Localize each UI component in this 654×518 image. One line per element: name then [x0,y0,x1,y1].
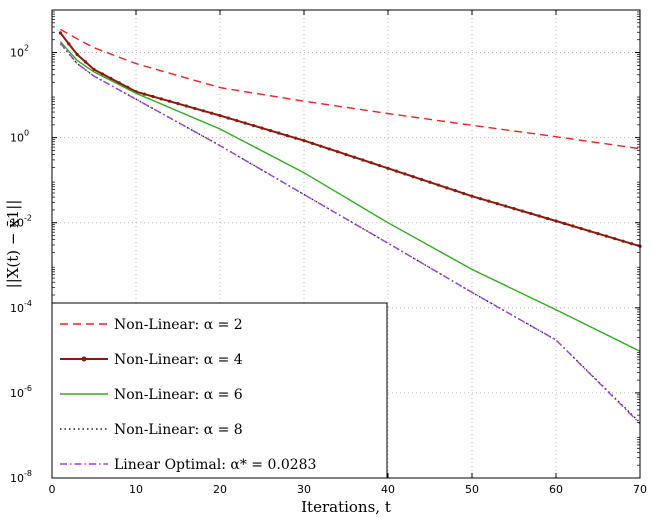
series-marker-1 [571,224,575,228]
series-marker-1 [613,237,617,241]
series-marker-1 [621,239,625,243]
series-marker-1 [243,121,247,125]
series-marker-1 [109,76,113,80]
series-marker-1 [411,175,415,179]
series-marker-1 [294,136,298,140]
series-marker-1 [403,172,407,176]
series-marker-1 [285,134,289,138]
legend-label-3: Non-Linear: α = 8 [114,422,243,438]
series-layer [58,28,642,425]
series-marker-1 [277,131,281,135]
series-marker-1 [151,94,155,99]
series-marker-1 [310,141,314,146]
series-marker-1 [596,232,600,236]
series-marker-1 [159,97,163,101]
series-line-3 [59,43,641,424]
series-marker-1 [84,60,88,64]
series-marker-1 [478,197,482,201]
series-marker-1 [252,124,256,128]
series-line-2 [59,41,641,352]
series-marker-1 [210,111,214,115]
legend-marker-1 [81,356,87,362]
series-marker-1 [562,221,567,226]
legend-box [51,302,388,479]
y-tick-label: 102 [10,44,29,60]
x-tick-label: 50 [465,483,479,496]
series-marker-1 [75,52,79,57]
series-marker-1 [344,152,348,157]
series-marker-1 [504,204,508,208]
series-marker-1 [420,177,424,182]
series-marker-1 [546,216,550,221]
series-marker-1 [268,129,272,133]
series-marker-1 [462,191,466,196]
series-marker-1 [529,211,533,216]
series-marker-1 [436,183,440,187]
x-tick-label: 70 [633,483,647,496]
series-marker-1 [361,158,365,162]
series-marker-1 [588,229,592,233]
series-marker-1 [336,150,340,154]
series-marker-1 [184,104,188,108]
series-marker-1 [512,206,516,211]
y-axis-label: ||X(t) − x̄1|| [4,200,22,289]
y-tick-label: 10-8 [10,469,32,485]
series-line-0 [60,28,641,150]
series-marker-1 [100,72,104,76]
series-marker-1 [445,186,449,190]
series-marker-1 [201,109,205,113]
series-marker-1 [142,92,146,96]
x-tick-label: 0 [49,483,56,496]
series-marker-1 [630,242,634,246]
y-tick-label: 10-2 [10,214,32,230]
series-marker-1 [537,214,541,218]
series-marker-1 [226,116,230,120]
series-marker-1 [319,144,323,148]
series-marker-1 [487,199,491,203]
series-marker-1 [369,161,373,165]
series-marker-1 [58,31,63,35]
series-marker-1 [394,169,398,173]
series-marker-1 [302,139,306,143]
y-tick-label: 10-6 [10,384,32,400]
series-marker-1 [386,166,390,170]
series-marker-1 [495,202,499,206]
legend-label-4: Linear Optimal: α* = 0.0283 [114,457,316,473]
legend-label-0: Non-Linear: α = 2 [114,317,243,333]
series-marker-1 [554,219,558,223]
series-marker-1 [218,113,222,118]
y-tick-label: 10-4 [10,299,32,315]
series-marker-1 [193,106,197,111]
y-tick-label: 100 [10,129,29,145]
series-marker-1 [428,180,432,184]
x-tick-label: 40 [381,483,395,496]
legend-label-2: Non-Linear: α = 6 [114,387,243,403]
legend: Non-Linear: α = 2 Non-Linear: α = 4 Non-Li… [51,302,388,479]
series-line-1 [59,32,641,248]
series-marker-1 [67,42,71,46]
series-marker-1 [92,67,96,72]
series-marker-1 [176,102,180,106]
series-marker-1 [352,155,356,159]
x-tick-label: 10 [129,483,143,496]
series-marker-1 [235,118,239,123]
series-marker-1 [168,99,172,103]
series-marker-1 [604,234,609,238]
x-tick-label: 30 [297,483,311,496]
series-marker-1 [327,147,331,151]
series-marker-1 [378,163,382,168]
series-marker-1 [579,226,583,231]
series-marker-1 [260,126,264,130]
x-tick-label: 20 [213,483,227,496]
series-marker-1 [470,194,474,198]
series-marker-1 [520,209,525,213]
series-marker-1 [453,189,457,193]
x-tick-label: 60 [549,483,563,496]
legend-label-1: Non-Linear: α = 4 [114,352,243,368]
x-axis-label: Iterations, t [301,498,391,516]
